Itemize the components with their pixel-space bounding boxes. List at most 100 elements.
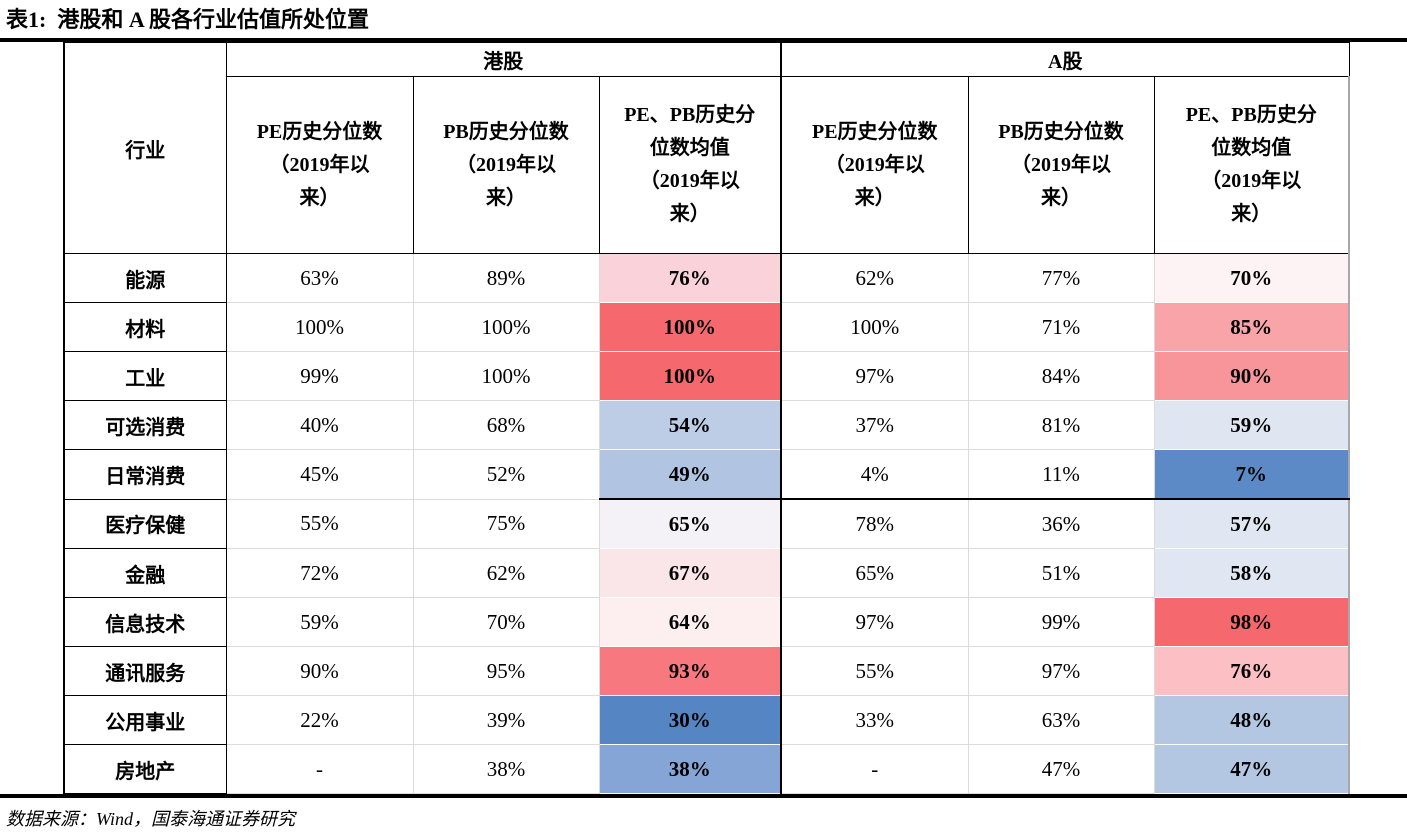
a-pb-cell: 36% bbox=[967, 498, 1155, 549]
a-pb-cell: 47% bbox=[967, 744, 1155, 794]
a-avg-cell: 76% bbox=[1153, 646, 1351, 696]
hk-pb-cell: 39% bbox=[412, 695, 600, 745]
hk-pb-cell: 52% bbox=[412, 449, 600, 500]
a-avg-cell: 48% bbox=[1153, 695, 1351, 745]
hk-pb-cell: 89% bbox=[412, 253, 600, 303]
hk-pb-header: PB历史分位数 （2019年以 来） bbox=[412, 76, 600, 254]
industry-cell: 材料 bbox=[63, 302, 227, 352]
table-row: 工业 99% 100% 100% 97% 84% 90% bbox=[63, 351, 1351, 401]
sub-header-row: PE历史分位数 （2019年以 来） PB历史分位数 （2019年以 来） PE… bbox=[64, 76, 1351, 254]
a-avg-cell: 59% bbox=[1153, 400, 1351, 450]
industry-cell: 医疗保健 bbox=[63, 498, 227, 549]
a-pb-cell: 11% bbox=[967, 449, 1155, 500]
a-pb-cell: 99% bbox=[967, 597, 1155, 647]
industry-cell: 通讯服务 bbox=[63, 646, 227, 696]
hk-pe-cell: 59% bbox=[225, 597, 414, 647]
a-pe-header: PE历史分位数 （2019年以 来） bbox=[780, 76, 969, 254]
a-pe-cell: 37% bbox=[780, 400, 969, 450]
a-pb-cell: 77% bbox=[967, 253, 1155, 303]
a-pe-cell: 62% bbox=[780, 253, 969, 303]
a-avg-cell: 58% bbox=[1153, 548, 1351, 598]
table-row: 可选消费 40% 68% 54% 37% 81% 59% bbox=[63, 400, 1351, 450]
hk-pb-cell: 95% bbox=[412, 646, 600, 696]
industry-header: 行业 bbox=[63, 42, 227, 254]
hk-pe-cell: - bbox=[225, 744, 414, 794]
table-row: 能源 63% 89% 76% 62% 77% 70% bbox=[63, 253, 1351, 303]
hk-pb-cell: 100% bbox=[412, 351, 600, 401]
hk-avg-cell: 54% bbox=[598, 400, 782, 450]
hk-avg-cell: 100% bbox=[598, 351, 782, 401]
hk-pe-cell: 45% bbox=[225, 449, 414, 500]
industry-cell: 可选消费 bbox=[63, 400, 227, 450]
table-row: 通讯服务 90% 95% 93% 55% 97% 76% bbox=[63, 646, 1351, 696]
valuation-table: 行业 港股 A股 PE历史分位数 （2019年以 来） PB历史分位数 （201… bbox=[63, 42, 1351, 794]
hk-group-header: 港股 bbox=[225, 42, 782, 77]
a-avg-cell: 57% bbox=[1153, 498, 1351, 549]
a-pb-cell: 63% bbox=[967, 695, 1155, 745]
hk-pe-cell: 99% bbox=[225, 351, 414, 401]
hk-avg-cell: 64% bbox=[598, 597, 782, 647]
a-pb-cell: 84% bbox=[967, 351, 1155, 401]
a-pb-cell: 51% bbox=[967, 548, 1155, 598]
hk-pb-cell: 68% bbox=[412, 400, 600, 450]
a-pb-cell: 71% bbox=[967, 302, 1155, 352]
hk-pe-cell: 90% bbox=[225, 646, 414, 696]
hk-avg-cell: 38% bbox=[598, 744, 782, 794]
hk-pb-cell: 38% bbox=[412, 744, 600, 794]
table-row: 日常消费 45% 52% 49% 4% 11% 7% bbox=[63, 449, 1351, 500]
a-avg-header: PE、PB历史分 位数均值 （2019年以 来） bbox=[1153, 76, 1351, 254]
hk-pe-cell: 22% bbox=[225, 695, 414, 745]
a-pe-cell: 97% bbox=[780, 351, 969, 401]
hk-avg-cell: 67% bbox=[598, 548, 782, 598]
hk-avg-cell: 30% bbox=[598, 695, 782, 745]
a-pb-cell: 97% bbox=[967, 646, 1155, 696]
a-avg-cell: 90% bbox=[1153, 351, 1351, 401]
a-pe-cell: 55% bbox=[780, 646, 969, 696]
hk-avg-header: PE、PB历史分 位数均值 （2019年以 来） bbox=[598, 76, 782, 254]
group-header-row: 行业 港股 A股 bbox=[63, 42, 1350, 254]
hk-avg-cell: 93% bbox=[598, 646, 782, 696]
hk-avg-cell: 49% bbox=[598, 449, 782, 500]
bottom-rule bbox=[0, 794, 1407, 798]
hk-pb-cell: 75% bbox=[412, 498, 600, 549]
hk-pe-cell: 100% bbox=[225, 302, 414, 352]
industry-cell: 金融 bbox=[63, 548, 227, 598]
hk-pb-cell: 100% bbox=[412, 302, 600, 352]
table-row: 医疗保健 55% 75% 65% 78% 36% 57% bbox=[63, 498, 1351, 549]
a-group-header: A股 bbox=[780, 42, 1350, 77]
table-row: 公用事业 22% 39% 30% 33% 63% 48% bbox=[63, 695, 1351, 745]
hk-pe-cell: 72% bbox=[225, 548, 414, 598]
table-row: 房地产 - 38% 38% - 47% 47% bbox=[63, 744, 1351, 794]
a-pe-cell: 4% bbox=[780, 449, 969, 500]
a-pe-cell: - bbox=[780, 744, 969, 794]
a-pe-cell: 33% bbox=[780, 695, 969, 745]
a-pb-header: PB历史分位数 （2019年以 来） bbox=[967, 76, 1155, 254]
industry-cell: 房地产 bbox=[63, 744, 227, 794]
hk-pb-cell: 62% bbox=[412, 548, 600, 598]
a-pe-cell: 100% bbox=[780, 302, 969, 352]
industry-cell: 能源 bbox=[63, 253, 227, 303]
hk-pb-cell: 70% bbox=[412, 597, 600, 647]
data-source: 数据来源：Wind，国泰海通证券研究 bbox=[6, 809, 296, 829]
a-pb-cell: 81% bbox=[967, 400, 1155, 450]
a-avg-cell: 70% bbox=[1153, 253, 1351, 303]
a-pe-cell: 97% bbox=[780, 597, 969, 647]
a-pe-cell: 65% bbox=[780, 548, 969, 598]
industry-cell: 工业 bbox=[63, 351, 227, 401]
page-title: 表1: 港股和 A 股各行业估值所处位置 bbox=[6, 7, 370, 32]
hk-pe-cell: 40% bbox=[225, 400, 414, 450]
a-avg-cell: 85% bbox=[1153, 302, 1351, 352]
a-avg-cell: 7% bbox=[1153, 449, 1351, 500]
hk-avg-cell: 100% bbox=[598, 302, 782, 352]
a-avg-cell: 47% bbox=[1153, 744, 1351, 794]
industry-cell: 信息技术 bbox=[63, 597, 227, 647]
hk-avg-cell: 65% bbox=[598, 498, 782, 549]
table-row: 金融 72% 62% 67% 65% 51% 58% bbox=[63, 548, 1351, 598]
hk-pe-cell: 63% bbox=[225, 253, 414, 303]
table-row: 材料 100% 100% 100% 100% 71% 85% bbox=[63, 302, 1351, 352]
hk-avg-cell: 76% bbox=[598, 253, 782, 303]
hk-pe-cell: 55% bbox=[225, 498, 414, 549]
industry-cell: 公用事业 bbox=[63, 695, 227, 745]
hk-pe-header: PE历史分位数 （2019年以 来） bbox=[225, 76, 414, 254]
a-pe-cell: 78% bbox=[780, 498, 969, 549]
